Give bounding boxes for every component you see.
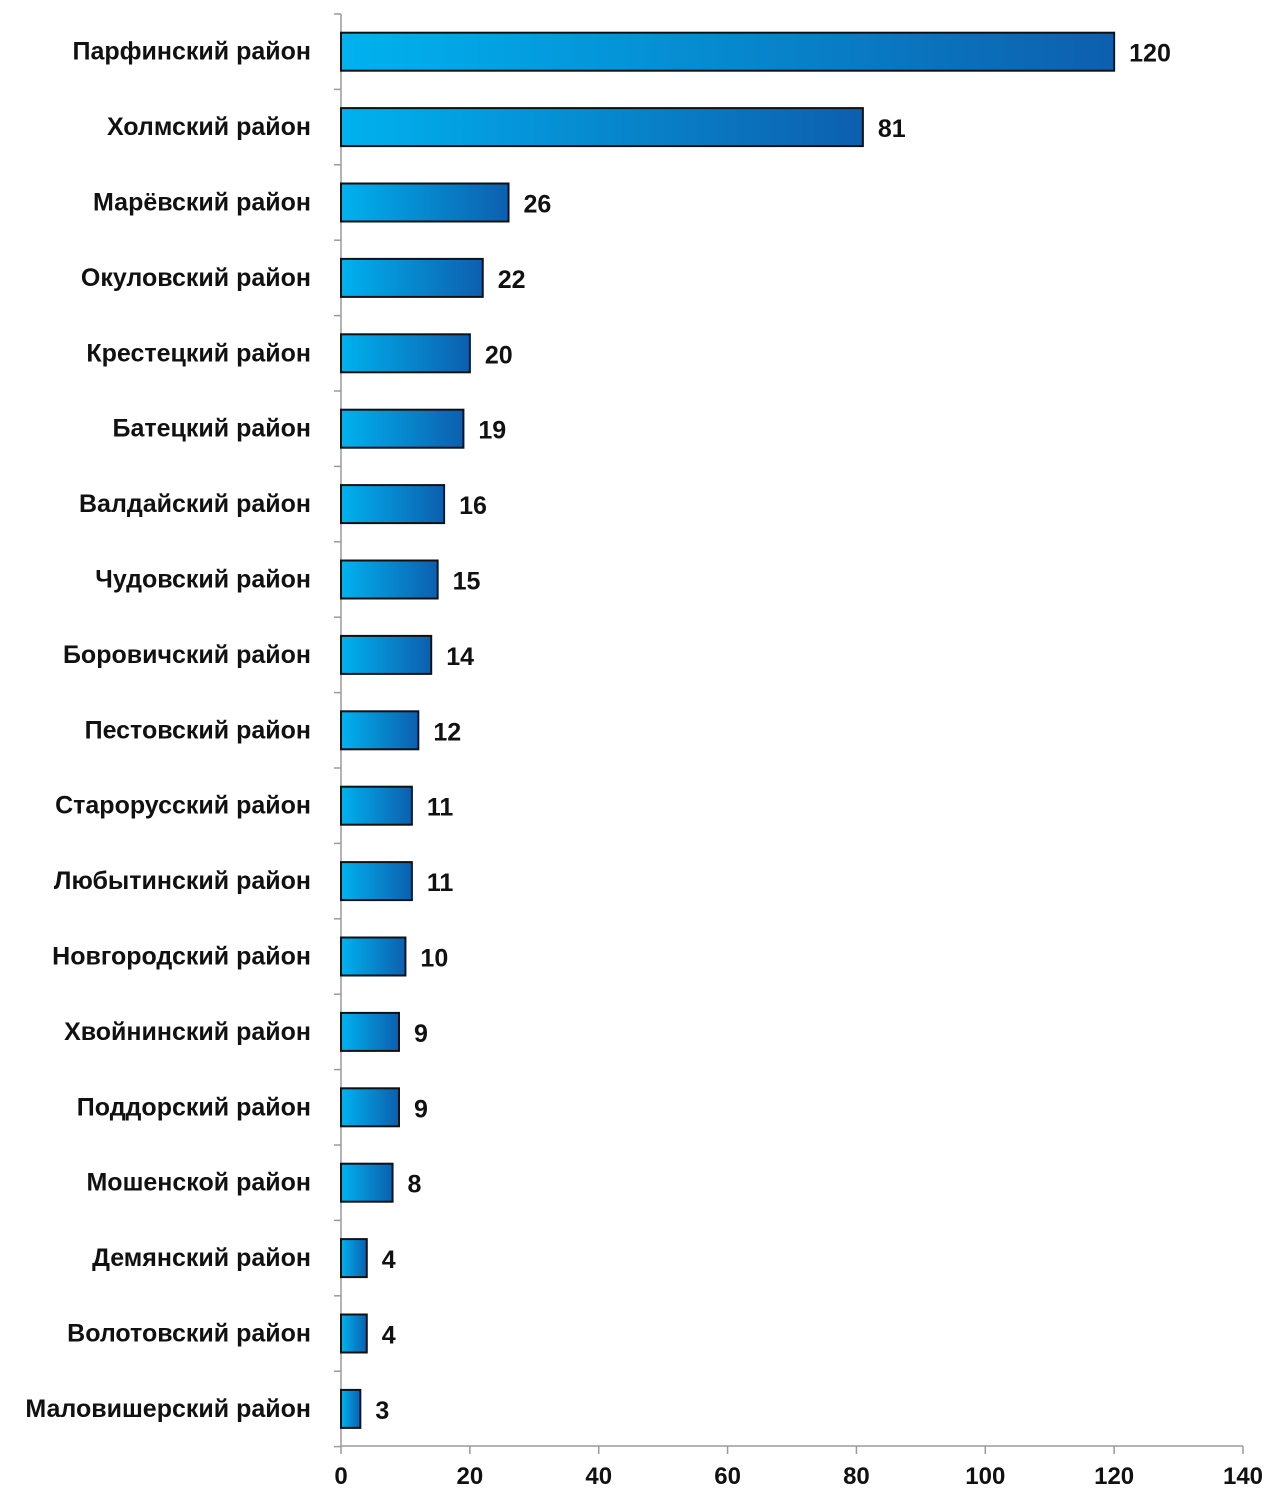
data-label: 3 [375, 1397, 389, 1425]
data-label: 20 [485, 341, 513, 369]
category-label: Маловишерский район [25, 1395, 311, 1423]
bar [340, 634, 433, 675]
data-labels: 120 81 26 22 20 19 16 15 14 12 11 11 10 9 9 8 4 4 3 [375, 40, 1171, 1425]
bar [340, 1011, 400, 1052]
category-label: Марёвский район [93, 189, 311, 217]
category-labels: Парфинский район Холмский район Марёвский … [25, 38, 311, 1423]
category-label: Холмский район [107, 113, 311, 141]
bar [340, 785, 413, 826]
x-tick-label: 80 [843, 1463, 870, 1490]
category-label: Валдайский район [79, 490, 311, 518]
data-label: 8 [408, 1171, 422, 1199]
category-label: Волотовский район [67, 1320, 311, 1348]
x-tick-labels: 0 20 40 60 80 100 120 140 [334, 1463, 1263, 1490]
data-label: 81 [878, 115, 906, 143]
x-tick-label: 60 [714, 1463, 741, 1490]
data-label: 14 [446, 643, 474, 671]
bar [340, 31, 1116, 72]
data-label: 4 [382, 1246, 396, 1274]
x-tick-label: 20 [457, 1463, 484, 1490]
category-label: Поддорский район [77, 1093, 311, 1121]
bar [340, 936, 407, 977]
bar [340, 1313, 368, 1354]
data-label: 16 [459, 492, 487, 520]
category-label: Крестецкий район [86, 339, 311, 367]
category-label: Чудовский район [95, 566, 311, 594]
bar [340, 408, 465, 449]
x-tick-label: 40 [585, 1463, 612, 1490]
x-tick-label: 120 [1094, 1463, 1134, 1490]
data-label: 11 [427, 869, 454, 897]
data-label: 9 [414, 1095, 428, 1123]
data-label: 22 [498, 266, 526, 294]
category-label: Хвойнинский район [64, 1018, 311, 1046]
bar [340, 333, 471, 374]
data-label: 120 [1129, 40, 1171, 68]
category-label: Новгородский район [52, 943, 311, 971]
category-label: Окуловский район [81, 264, 311, 292]
category-label: Боровичский район [63, 641, 311, 669]
category-label: Мошенской район [86, 1169, 311, 1197]
bar [340, 710, 420, 751]
bar [340, 1087, 400, 1128]
data-label: 12 [433, 718, 461, 746]
bars [340, 31, 1116, 1429]
category-label: Любытинский район [54, 867, 311, 895]
bar [340, 1162, 394, 1203]
axes [334, 13, 1244, 1454]
data-label: 19 [478, 417, 506, 445]
data-label: 15 [453, 568, 481, 596]
bar [340, 559, 439, 600]
category-label: Старорусский район [55, 792, 311, 820]
x-tick-label: 100 [965, 1463, 1005, 1490]
bar [340, 1388, 362, 1429]
bar [340, 1238, 368, 1279]
category-label: Парфинский район [72, 38, 311, 66]
bar [340, 484, 446, 525]
category-label: Демянский район [92, 1244, 311, 1272]
category-label: Батецкий район [113, 415, 312, 443]
data-label: 10 [420, 945, 448, 973]
bar [340, 182, 510, 223]
x-tick-label: 0 [334, 1463, 347, 1490]
bar [340, 107, 864, 148]
data-label: 4 [382, 1322, 396, 1350]
data-label: 11 [427, 794, 454, 822]
bar [340, 257, 484, 298]
x-tick-label: 140 [1223, 1463, 1263, 1490]
data-label: 9 [414, 1020, 428, 1048]
data-label: 26 [524, 191, 552, 219]
category-label: Пестовский район [85, 716, 311, 744]
bar [340, 861, 413, 902]
